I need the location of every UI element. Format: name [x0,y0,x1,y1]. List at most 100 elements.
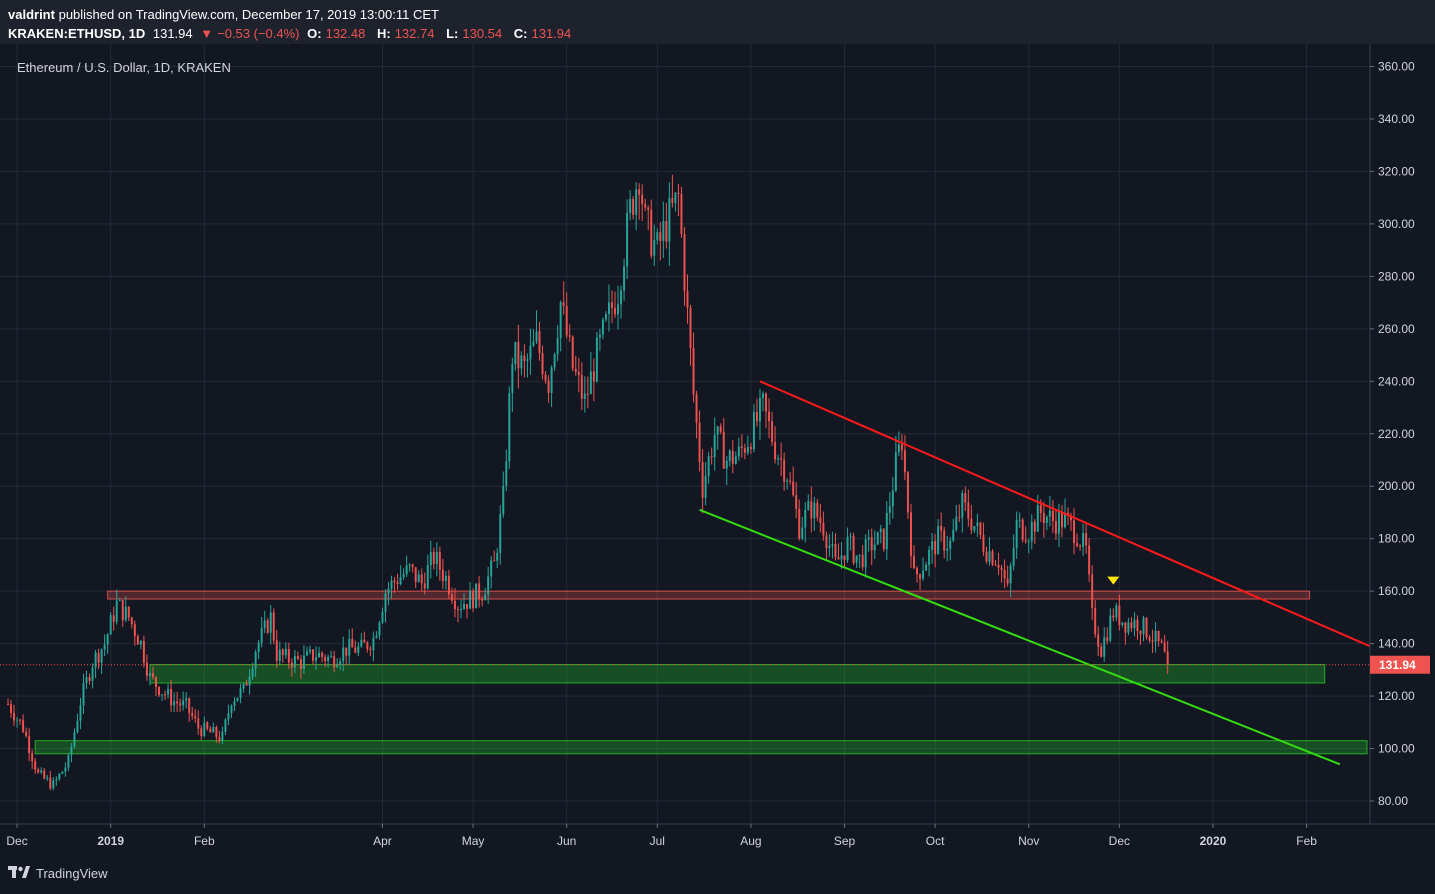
candle-body [1136,619,1139,632]
candle-body [200,728,203,736]
candle-body [529,345,532,360]
close-label: C: [513,26,528,41]
green-zone-lower[interactable] [34,740,1368,755]
candle-body [916,568,918,575]
candle-body [426,565,429,589]
candle-body [1012,548,1015,566]
candle-body [179,703,182,706]
candle-body [949,540,952,549]
candle-body [10,704,13,714]
candle-body [1000,567,1003,570]
candle-body [82,683,85,706]
green-zone-upper[interactable] [149,664,1326,684]
candle-body [505,461,508,486]
candle-body [333,656,336,668]
price-zones [34,590,1368,755]
candle-body [393,580,396,583]
candle-body [816,502,819,518]
candle-body [1163,642,1166,652]
candle-body [698,422,701,463]
candle-body [206,722,209,729]
symbol-info: KRAKEN:ETHUSD, 1D 131.94 ▼ −0.53 (−0.4%) … [8,26,579,41]
candle-body [432,551,435,564]
high-value: 132.74 [394,26,435,41]
y-tick-label: 300.00 [1378,217,1415,231]
candle-body [656,232,659,241]
candle-body [1060,512,1063,528]
candle-body [704,476,707,498]
candle-body [154,676,157,687]
candle-body [49,777,52,789]
tradingview-logo[interactable]: TradingView [8,864,108,882]
last-price: 131.94 [152,26,193,41]
candle-body [937,525,940,555]
candle-body [713,434,716,458]
header-bar: valdrint published on TradingView.com, D… [0,0,1435,44]
candle-body [342,647,345,662]
support-trendline[interactable] [699,508,1341,766]
candle-body [852,535,855,563]
candle-body [532,341,535,346]
candle-body [556,337,559,355]
candle-body [583,393,586,399]
candle-body [635,189,638,215]
candle-body [535,331,538,342]
time-axis[interactable]: Dec 2019 Feb Apr May Jun Jul Aug Sep Oct Nov Dec 202… [0,823,1435,848]
candle-body [553,354,556,368]
candle-body [484,594,487,601]
symbol-name[interactable]: KRAKEN:ETHUSD, 1D [8,26,146,41]
resistance-trendline[interactable] [759,380,1371,648]
candle-body [191,712,194,717]
candle-body [148,673,151,676]
candle-body [417,574,420,582]
candle-body [1100,646,1103,657]
candle-body [900,444,903,451]
chart-area[interactable]: 360.00 340.00 320.00 300.00 280.00 260.00 240.… [0,44,1435,894]
candle-body [378,622,381,636]
candle-body [849,535,852,537]
red-zone[interactable] [107,590,1311,600]
candle-body [139,641,142,645]
candle-body [453,600,456,610]
x-tick-label: 2020 [1200,834,1227,848]
candle-body [931,541,934,550]
candle-body [173,701,176,706]
candle-body [855,555,858,563]
publish-info: valdrint published on TradingView.com, D… [8,7,439,22]
candle-body [212,726,215,733]
price-axis[interactable]: 360.00 340.00 320.00 300.00 280.00 260.00 240.… [1369,44,1430,824]
candle-body [411,564,414,568]
published-text: published on TradingView.com, December 1… [58,7,439,22]
candle-body [897,444,900,453]
candle-body [752,412,755,450]
candle-body [843,555,846,561]
tradingview-logo-icon [8,866,30,878]
author-name[interactable]: valdrint [8,7,55,22]
candle-body [130,617,133,625]
candle-body [450,594,453,601]
marker-down-triangle-icon[interactable] [1107,576,1120,585]
candle-body [19,719,22,721]
candle-body [185,698,188,701]
candle-body [188,698,191,713]
y-tick-label: 280.00 [1378,269,1415,283]
candle-body [807,501,810,510]
candle-body [611,302,613,309]
x-tick-label: Dec [1109,834,1130,848]
candle-body [447,575,450,595]
candle-body [710,456,713,458]
candle-body [136,636,139,645]
candle-body [638,189,641,195]
candle-body [1166,651,1169,665]
price-chart[interactable]: 360.00 340.00 320.00 300.00 280.00 260.00 240.… [0,44,1435,852]
candle-body [731,450,734,464]
candle-body [1003,569,1006,579]
candle-body [958,516,961,518]
trend-lines[interactable] [699,380,1371,766]
x-tick-label: 2019 [97,834,124,848]
candle-body [641,194,644,205]
candle-body [305,651,308,656]
candle-body [1051,510,1054,521]
candle-body [1151,640,1154,642]
candle-body [1021,519,1024,540]
